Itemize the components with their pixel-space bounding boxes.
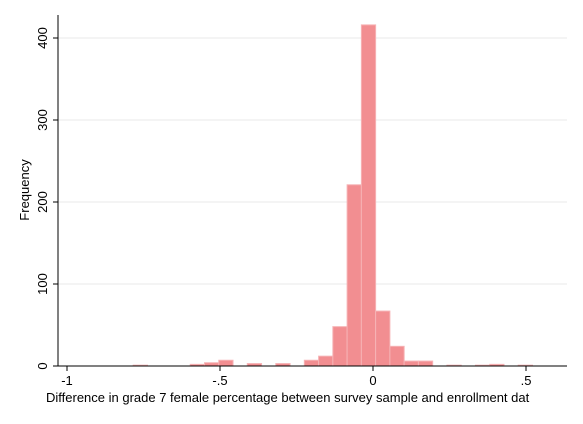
y-tick-label: 300 [35, 109, 50, 131]
axes [57, 15, 567, 367]
histogram-bar [389, 345, 405, 367]
histogram-bar [417, 360, 434, 367]
histogram-bar [360, 24, 377, 367]
x-tick-label: 0 [369, 373, 376, 388]
y-axis-title: Frequency [17, 159, 32, 221]
y-tick-label: 0 [35, 362, 50, 369]
histogram-bar [218, 359, 234, 367]
x-tick-label: -.5 [212, 373, 227, 388]
y-tick-label: 200 [35, 191, 50, 213]
histogram-bars [132, 24, 533, 367]
histogram-bar [375, 310, 391, 367]
y-tick-label: 100 [35, 273, 50, 295]
histogram-bar [346, 184, 362, 367]
y-axis-ticks: 0 100 200 300 400 [35, 27, 58, 370]
histogram-bar [403, 360, 419, 367]
histogram-bar [332, 326, 348, 367]
grid-lines [58, 37, 567, 285]
x-tick-label: -1 [61, 373, 73, 388]
histogram-bar [303, 359, 320, 367]
x-axis-title: Difference in grade 7 female percentage … [46, 390, 530, 405]
x-tick-label: .5 [521, 373, 532, 388]
histogram-bar [318, 355, 334, 367]
y-tick-label: 400 [35, 27, 50, 49]
x-axis-ticks: -1 -.5 0 .5 [61, 366, 531, 388]
